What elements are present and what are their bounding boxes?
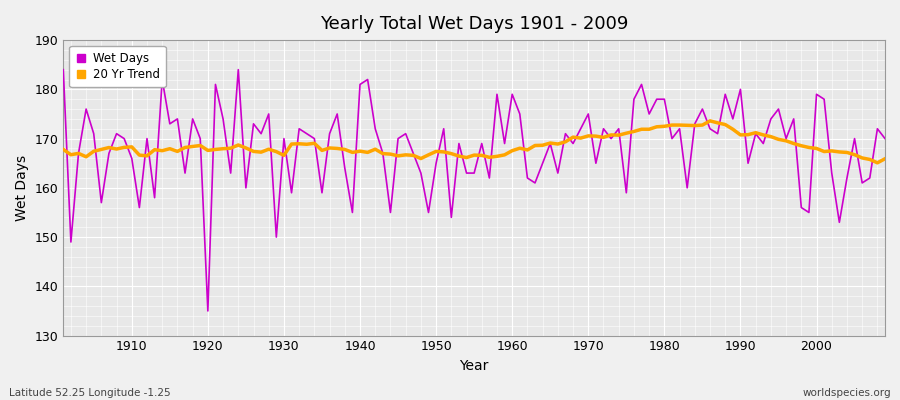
Title: Yearly Total Wet Days 1901 - 2009: Yearly Total Wet Days 1901 - 2009 — [320, 15, 628, 33]
X-axis label: Year: Year — [460, 359, 489, 373]
Text: worldspecies.org: worldspecies.org — [803, 388, 891, 398]
Legend: Wet Days, 20 Yr Trend: Wet Days, 20 Yr Trend — [69, 46, 166, 87]
Text: Latitude 52.25 Longitude -1.25: Latitude 52.25 Longitude -1.25 — [9, 388, 171, 398]
Y-axis label: Wet Days: Wet Days — [15, 155, 29, 221]
